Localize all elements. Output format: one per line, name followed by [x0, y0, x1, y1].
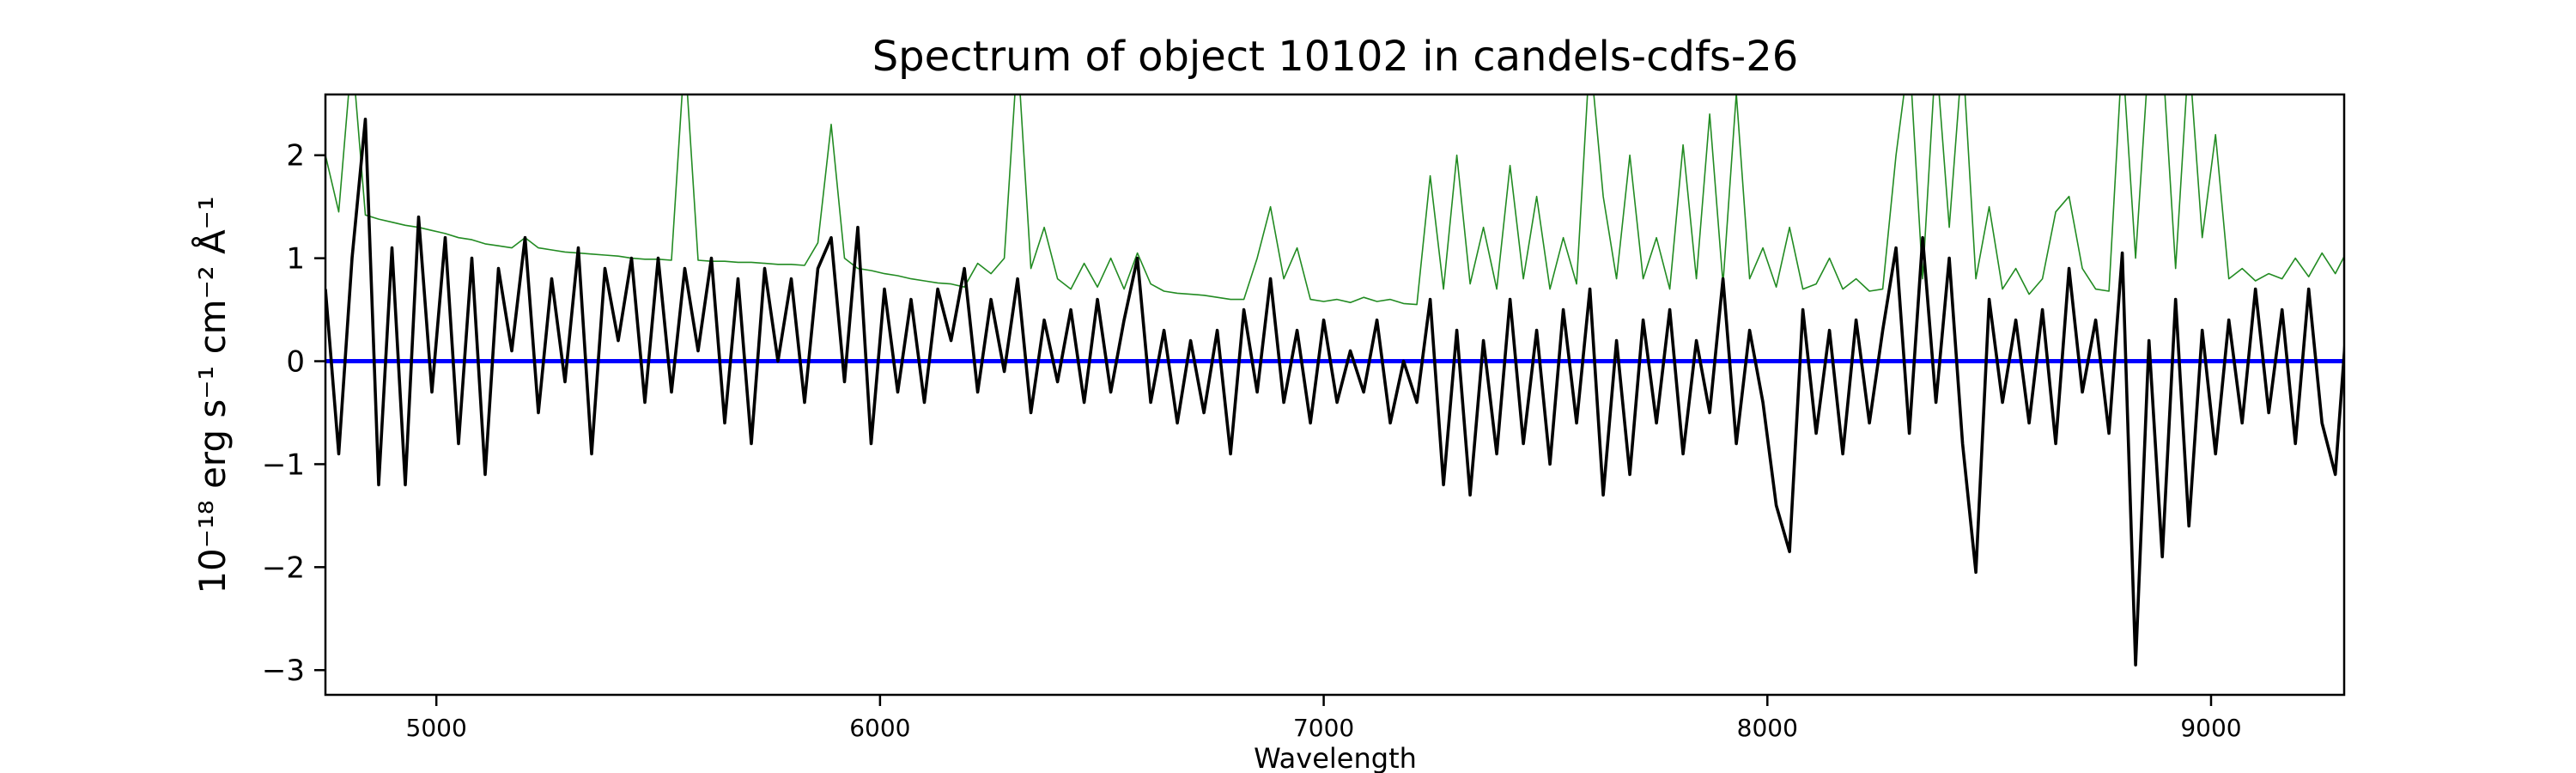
- x-tick-label: 6000: [849, 714, 910, 742]
- x-axis: 5000 6000 7000 8000 9000: [406, 695, 2242, 742]
- chart-title: Spectrum of object 10102 in candels-cdfs…: [872, 33, 1799, 81]
- x-axis-label: Wavelength: [1254, 742, 1417, 773]
- y-axis-label: 10⁻¹⁸ erg s⁻¹ cm⁻² Å⁻¹: [191, 196, 234, 593]
- x-tick-label: 5000: [406, 714, 467, 742]
- series-line-error: [325, 94, 2344, 306]
- y-tick-label: −2: [262, 551, 305, 585]
- y-tick-label: 0: [286, 345, 305, 380]
- y-tick-label: 1: [286, 242, 305, 277]
- y-tick-label: −1: [262, 447, 305, 482]
- y-tick-label: −3: [262, 654, 305, 688]
- series-line-flux: [325, 118, 2344, 667]
- y-tick-label: 2: [286, 139, 305, 173]
- x-tick-label: 7000: [1293, 714, 1354, 742]
- plot-area: [325, 94, 2344, 667]
- y-axis: −3 −2 −1 0 1 2: [262, 139, 325, 688]
- x-tick-label: 8000: [1737, 714, 1798, 742]
- x-tick-label: 9000: [2180, 714, 2241, 742]
- axes-frame: [324, 93, 2346, 697]
